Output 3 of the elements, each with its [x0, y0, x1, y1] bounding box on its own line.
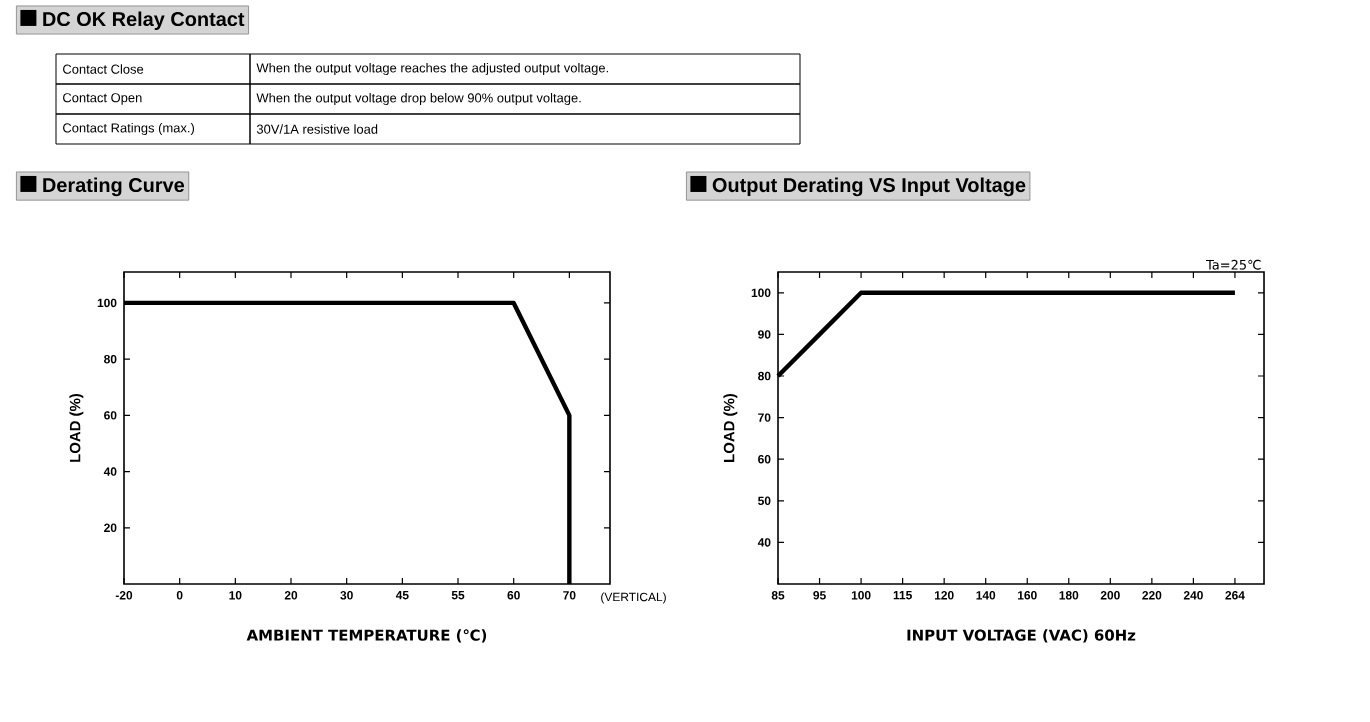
- chart-title: Output Derating VS Input Voltage: [712, 177, 1026, 197]
- text: DC OK Relay Contact: [43, 11, 245, 31]
- chart-title: Derating Curve: [43, 177, 185, 197]
